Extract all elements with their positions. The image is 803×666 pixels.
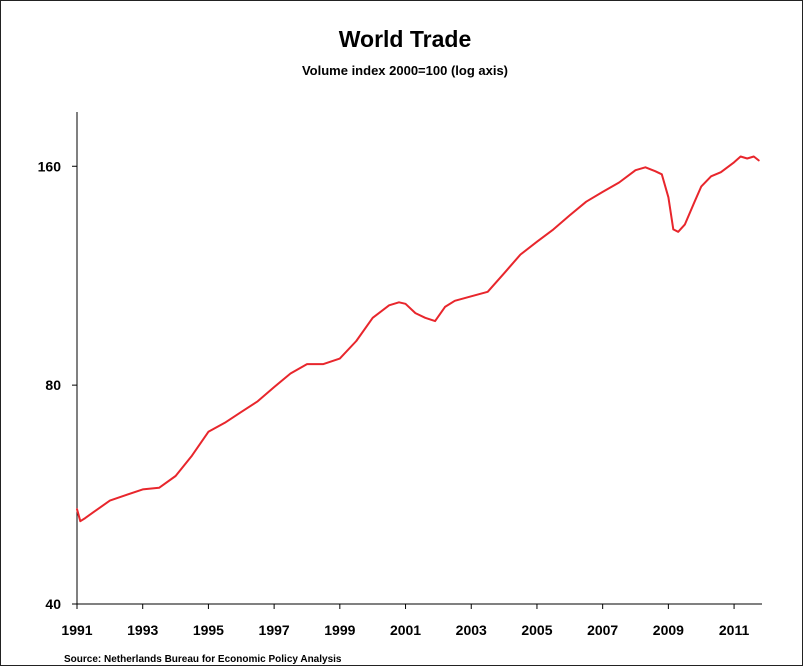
x-tick-label: 2011 — [719, 622, 750, 638]
series-line — [76, 155, 760, 523]
x-tick-label: 2007 — [587, 622, 618, 638]
x-tick-label: 2009 — [653, 622, 684, 638]
y-tick-label: 80 — [45, 377, 61, 393]
y-tick-label: 40 — [45, 596, 61, 612]
x-tick-label: 1995 — [193, 622, 224, 638]
x-axis: 1991 1993 1995 1997 1999 2001 2003 2005 2007 2009… — [61, 603, 762, 638]
x-tick-label: 1993 — [127, 622, 158, 638]
x-tick-label: 1991 — [61, 622, 92, 638]
x-tick-label: 2003 — [456, 622, 487, 638]
x-tick-label: 2005 — [521, 622, 552, 638]
x-tick-label: 1999 — [324, 622, 355, 638]
chart-source: Source: Netherlands Bureau for Economic … — [64, 654, 342, 665]
y-axis: 40 80 160 — [38, 112, 78, 612]
series-group — [76, 155, 760, 523]
chart-title: World Trade — [339, 26, 472, 52]
x-tick-label: 1997 — [259, 622, 290, 638]
y-tick-label: 160 — [38, 158, 62, 174]
x-tick-label: 2001 — [390, 622, 421, 638]
chart-subtitle: Volume index 2000=100 (log axis) — [302, 63, 508, 78]
